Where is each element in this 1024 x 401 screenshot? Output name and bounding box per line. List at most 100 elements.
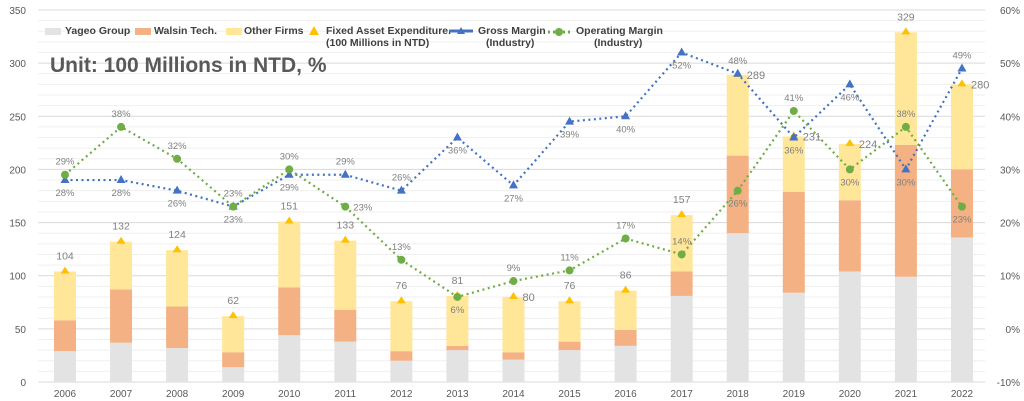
gross-margin-label: 29% (280, 183, 300, 194)
legend-swatch-walsin (135, 28, 151, 35)
operating-margin-line (64, 109, 963, 299)
bar-yageo (222, 367, 245, 382)
fixed-asset-label: 231 (803, 131, 821, 143)
fixed-asset-label: 76 (564, 280, 576, 292)
bar-other (278, 221, 301, 288)
bar-other (670, 215, 693, 272)
operating-margin-label: 14% (672, 236, 692, 247)
bar-other (894, 32, 917, 145)
gross-margin-marker (340, 169, 350, 178)
x-tick-label: 2006 (54, 389, 77, 400)
operating-margin-label: 6% (451, 305, 465, 316)
gross-margin-label: 26% (168, 199, 188, 210)
bar-yageo (166, 347, 189, 382)
x-tick-label: 2016 (614, 389, 637, 400)
gross-margin-label: 48% (728, 56, 748, 67)
gross-margin-marker (957, 63, 967, 72)
bar-yageo (726, 233, 749, 382)
bar-yageo (278, 335, 301, 382)
gross-margin-marker (116, 175, 126, 184)
fixed-asset-marker (677, 210, 687, 218)
unit-subtitle: Unit: 100 Millions in NTD, % (50, 54, 327, 77)
operating-margin-marker (789, 106, 798, 115)
legend-label-fixed-asset-line2: (100 Millions in NTD) (326, 37, 429, 49)
bar-walsin (670, 271, 693, 296)
legend-swatch-other (226, 28, 242, 35)
gross-margin-marker (677, 47, 687, 56)
y2-tick-label: 10% (1000, 272, 1020, 283)
x-tick-label: 2015 (558, 389, 581, 400)
operating-margin-marker (229, 202, 238, 211)
x-tick-label: 2017 (671, 389, 694, 400)
fixed-asset-marker (60, 266, 70, 274)
operating-margin-label: 30% (280, 151, 300, 162)
fixed-asset-label: 329 (897, 11, 915, 23)
y2-tick-label: 50% (1000, 59, 1020, 70)
operating-margin-marker (677, 250, 686, 259)
legend-label-operating: Operating Margin (576, 25, 663, 37)
y-tick-label: 50 (15, 325, 27, 336)
fixed-asset-label: 62 (227, 295, 239, 307)
y2-tick-label: 20% (1000, 219, 1020, 230)
bar-walsin (110, 289, 133, 343)
bar-yageo (894, 276, 917, 382)
y-tick-label: 250 (9, 112, 26, 123)
gross-margin-label: 28% (55, 188, 75, 199)
bar-other (54, 271, 76, 321)
x-tick-label: 2022 (951, 389, 974, 400)
y-tick-label: 300 (9, 59, 26, 70)
bar-yageo (670, 295, 693, 382)
bar-yageo (950, 237, 973, 382)
gross-margin-label: 49% (952, 50, 972, 61)
legend-label-gross: Gross Margin (478, 25, 546, 37)
fixed-asset-label: 280 (971, 79, 989, 91)
bar-yageo (54, 351, 76, 382)
operating-margin-marker (397, 255, 406, 264)
axes: 0 50 100 150 200 250 300 350 -10% 0% 10% 20% 30% 40% 5… (9, 6, 1020, 400)
operating-margin-label: 26% (728, 199, 748, 210)
bar-yageo (334, 341, 357, 382)
fixed-asset-marker (845, 138, 855, 146)
gross-margin-label: 46% (840, 92, 860, 103)
x-tick-label: 2011 (335, 389, 357, 400)
y2-tick-label: 0% (1006, 325, 1021, 336)
y-tick-label: 200 (9, 165, 26, 176)
bar-yageo (614, 345, 637, 382)
y2-tick-label: -10% (997, 378, 1020, 389)
gross-margin-marker (845, 79, 855, 88)
x-tick-label: 2014 (502, 389, 525, 400)
operating-margin-label: 9% (507, 263, 521, 274)
fixed-asset-marker (508, 291, 518, 299)
fixed-asset-marker (957, 79, 967, 87)
gross-margin-label: 27% (504, 193, 524, 204)
gross-margin-marker (172, 185, 182, 194)
bar-walsin (502, 352, 525, 360)
operating-margin-label: 30% (840, 177, 860, 188)
fixed-asset-label: 289 (747, 70, 765, 82)
fixed-asset-label: 86 (620, 270, 632, 282)
bar-yageo (558, 350, 581, 382)
gross-margin-marker (733, 68, 743, 77)
operating-margin-label: 38% (896, 109, 916, 120)
bar-yageo (838, 271, 861, 382)
x-tick-label: 2013 (446, 389, 469, 400)
y-tick-label: 0 (20, 378, 26, 389)
gross-margin-label: 23% (224, 215, 244, 226)
gross-margin-label: 28% (112, 188, 132, 199)
bar-walsin (838, 200, 861, 272)
bar-walsin (558, 341, 581, 351)
bar-walsin (894, 144, 917, 277)
gross-margin-label: 26% (392, 173, 412, 184)
gross-margin-marker (508, 180, 518, 189)
operating-margin-marker (957, 202, 966, 211)
bar-other (502, 296, 525, 353)
x-tick-label: 2020 (839, 389, 862, 400)
legend-label-yageo: Yageo Group (65, 25, 130, 37)
fixed-asset-marker (228, 311, 238, 319)
operating-margin-label: 38% (112, 109, 132, 120)
gross-margin-marker (284, 169, 294, 178)
operating-margin-label: 23% (224, 189, 244, 200)
fixed-asset-label: 132 (112, 221, 130, 233)
gross-margin-marker (621, 111, 631, 120)
bar-walsin (222, 352, 245, 368)
